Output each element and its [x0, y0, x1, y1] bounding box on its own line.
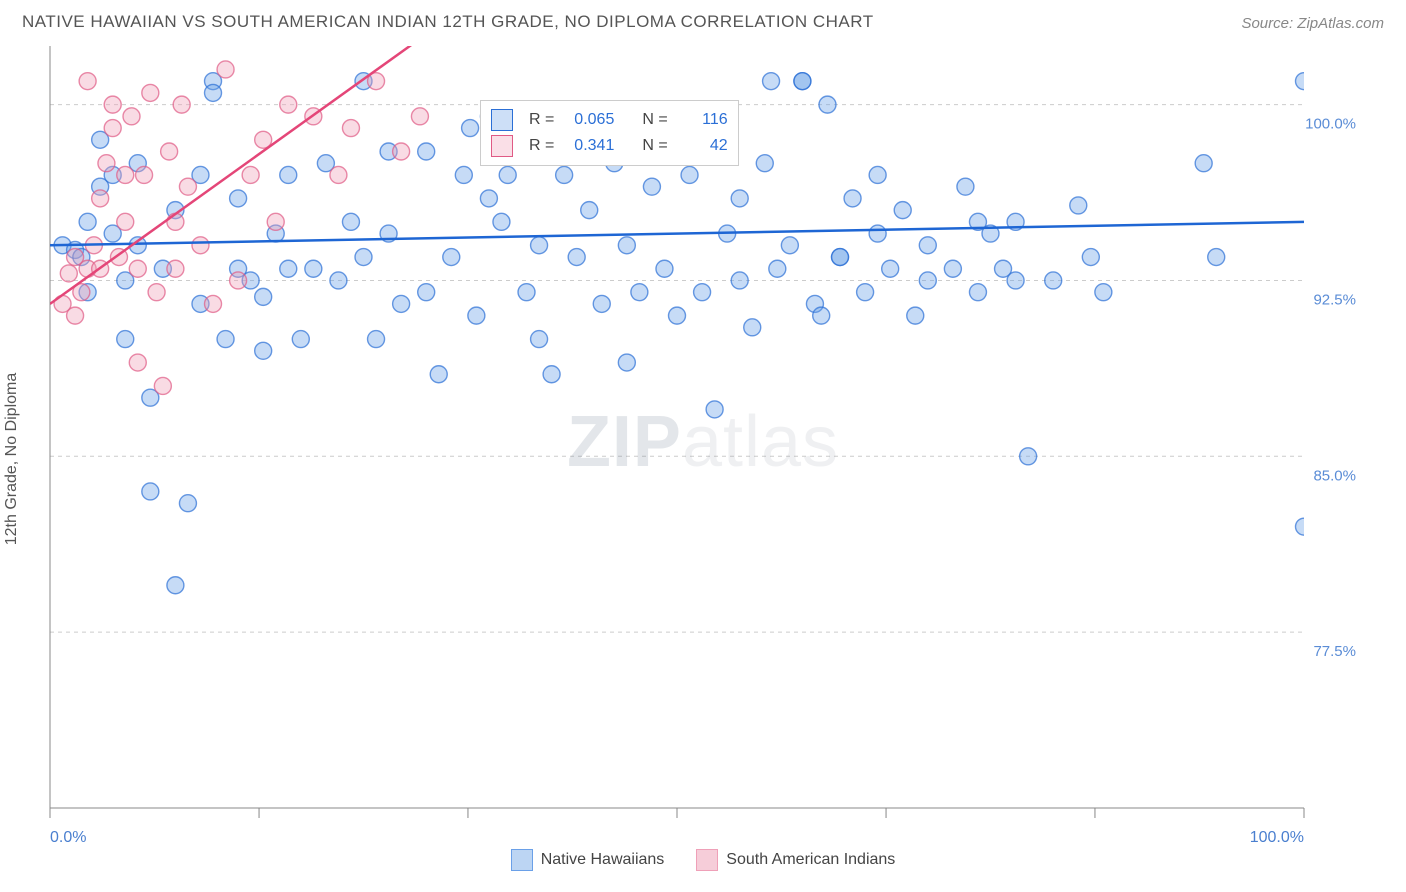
- svg-text:92.5%: 92.5%: [1313, 291, 1356, 308]
- stats-row: R = 0.341 N = 42: [491, 133, 728, 159]
- chart-title: NATIVE HAWAIIAN VS SOUTH AMERICAN INDIAN…: [22, 12, 874, 32]
- legend-item: Native Hawaiians: [511, 849, 665, 871]
- n-value: 116: [676, 111, 728, 129]
- legend-swatch: [511, 849, 533, 871]
- svg-text:100.0%: 100.0%: [1305, 116, 1356, 133]
- legend-item: South American Indians: [696, 849, 895, 871]
- r-label: R =: [529, 111, 554, 129]
- legend-swatch: [696, 849, 718, 871]
- svg-text:85.0%: 85.0%: [1313, 467, 1356, 484]
- r-label: R =: [529, 137, 554, 155]
- chart-area: 12th Grade, No Diploma 100.0% 92.5% 85.0% 7…: [0, 38, 1406, 880]
- series-swatch: [491, 135, 513, 157]
- legend: Native Hawaiians South American Indians: [0, 849, 1406, 876]
- r-value: 0.341: [562, 137, 614, 155]
- series-swatch: [491, 109, 513, 131]
- n-value: 42: [676, 137, 728, 155]
- header: NATIVE HAWAIIAN VS SOUTH AMERICAN INDIAN…: [0, 0, 1406, 38]
- r-value: 0.065: [562, 111, 614, 129]
- legend-label: South American Indians: [726, 851, 895, 869]
- legend-label: Native Hawaiians: [541, 851, 665, 869]
- source-credit: Source: ZipAtlas.com: [1241, 15, 1384, 32]
- svg-text:77.5%: 77.5%: [1313, 643, 1356, 660]
- svg-text:0.0%: 0.0%: [50, 829, 86, 846]
- stats-row: R = 0.065 N = 116: [491, 107, 728, 133]
- svg-text:100.0%: 100.0%: [1250, 829, 1304, 846]
- n-label: N =: [642, 137, 667, 155]
- correlation-stats-box: R = 0.065 N = 116 R = 0.341 N = 42: [480, 100, 739, 166]
- y-axis-label: 12th Grade, No Diploma: [3, 373, 21, 546]
- n-label: N =: [642, 111, 667, 129]
